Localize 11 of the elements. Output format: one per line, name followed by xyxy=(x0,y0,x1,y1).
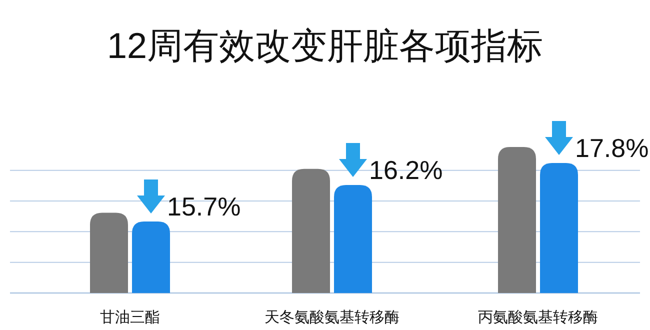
bar xyxy=(540,163,578,293)
bar xyxy=(498,147,536,293)
annotation: 17.8% xyxy=(575,133,649,164)
bar xyxy=(90,212,128,293)
bar xyxy=(132,221,170,293)
annotation: 15.7% xyxy=(167,191,241,222)
annotation: 16.2% xyxy=(369,154,443,185)
x-tick-label: 丙氨酸氨基转移酶 xyxy=(478,309,598,326)
x-tick-label: 天冬氨酸氨基转移酶 xyxy=(264,309,400,326)
x-tick-label: 甘油三酯 xyxy=(100,309,160,326)
chart-title: 12周有效改变肝脏各项指标 xyxy=(106,25,544,66)
